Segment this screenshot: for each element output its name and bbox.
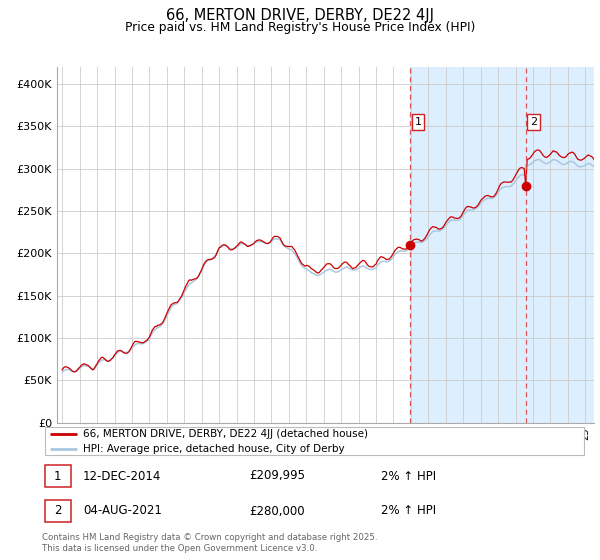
FancyBboxPatch shape bbox=[45, 465, 71, 487]
Text: 2% ↑ HPI: 2% ↑ HPI bbox=[380, 505, 436, 517]
Text: £209,995: £209,995 bbox=[250, 469, 305, 483]
Bar bbox=[410, 67, 594, 423]
Text: 04-AUG-2021: 04-AUG-2021 bbox=[83, 505, 162, 517]
Text: 66, MERTON DRIVE, DERBY, DE22 4JJ: 66, MERTON DRIVE, DERBY, DE22 4JJ bbox=[166, 8, 434, 24]
Text: £280,000: £280,000 bbox=[250, 505, 305, 517]
Text: Contains HM Land Registry data © Crown copyright and database right 2025.
This d: Contains HM Land Registry data © Crown c… bbox=[42, 533, 377, 553]
Text: Price paid vs. HM Land Registry's House Price Index (HPI): Price paid vs. HM Land Registry's House … bbox=[125, 21, 475, 34]
Text: HPI: Average price, detached house, City of Derby: HPI: Average price, detached house, City… bbox=[83, 444, 344, 454]
FancyBboxPatch shape bbox=[45, 500, 71, 522]
Text: 2: 2 bbox=[54, 505, 62, 517]
Text: 2% ↑ HPI: 2% ↑ HPI bbox=[380, 469, 436, 483]
Text: 1: 1 bbox=[415, 117, 421, 127]
FancyBboxPatch shape bbox=[45, 427, 584, 455]
Text: 12-DEC-2014: 12-DEC-2014 bbox=[83, 469, 161, 483]
Text: 66, MERTON DRIVE, DERBY, DE22 4JJ (detached house): 66, MERTON DRIVE, DERBY, DE22 4JJ (detac… bbox=[83, 429, 368, 439]
Text: 2: 2 bbox=[530, 117, 537, 127]
Text: 1: 1 bbox=[54, 469, 62, 483]
